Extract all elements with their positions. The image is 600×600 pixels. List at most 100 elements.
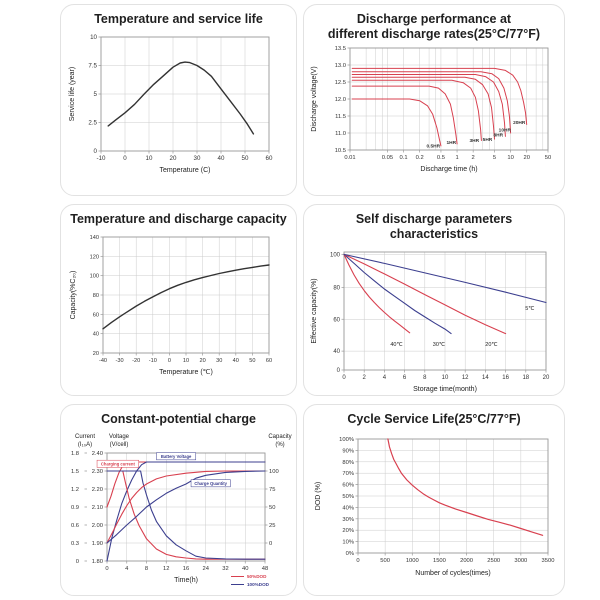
chart-title-constant-potential-charge: Constant-potential charge [101,412,256,426]
svg-text:0.01: 0.01 [344,155,355,161]
svg-text:0.3: 0.3 [71,541,79,547]
svg-text:4: 4 [125,566,129,572]
svg-text:100%DOD: 100%DOD [247,582,270,587]
chart-card-temperature-service-life: Temperature and service life -10 0 10 20 30 4… [60,4,297,196]
svg-text:Charging current: Charging current [101,461,136,466]
svg-text:60%: 60% [342,483,354,489]
svg-text:Temperature (℃): Temperature (℃) [159,369,213,376]
svg-text:1HR: 1HR [446,140,456,146]
svg-text:11.0: 11.0 [335,131,346,137]
svg-text:0: 0 [76,559,79,565]
svg-text:60: 60 [333,317,340,323]
svg-text:0: 0 [342,375,346,381]
chart-title-cycle-service-life: Cycle Service Life(25°C/77°F) [347,412,521,426]
svg-text:Number of cycles(times): Number of cycles(times) [415,570,490,577]
svg-text:5HR: 5HR [483,137,493,143]
svg-text:1.90: 1.90 [92,541,103,547]
svg-text:1: 1 [455,155,458,161]
svg-text:7.5: 7.5 [88,63,97,70]
svg-text:40: 40 [242,566,248,572]
svg-text:100: 100 [269,469,279,475]
chart-card-cycle-service-life: Cycle Service Life(25°C/77°F) 0 500 1000 15… [303,404,565,596]
svg-text:(I₁₀A): (I₁₀A) [78,442,92,448]
svg-text:2.40: 2.40 [92,451,103,457]
svg-text:8: 8 [145,566,148,572]
svg-text:Service life (year): Service life (year) [69,67,76,121]
chart-card-constant-potential-charge: Constant-potential charge 0 4 8 12 16 24 32 40 4… [60,404,297,596]
chart-card-temperature-discharge-capacity: Temperature and discharge capacity -40 -3… [60,204,297,396]
svg-text:0: 0 [168,358,171,364]
svg-text:5: 5 [493,155,496,161]
svg-text:2.5: 2.5 [88,120,97,127]
svg-text:-10: -10 [97,155,107,162]
svg-text:60: 60 [266,358,272,364]
svg-text:2: 2 [363,375,367,381]
chart-title-discharge-performance: Discharge performance at different disch… [327,12,541,41]
chart-title-self-discharge: Self discharge parameters characteristic… [355,212,513,241]
svg-text:10: 10 [90,34,97,41]
svg-text:5℃: 5℃ [525,306,535,312]
chart-canvas-self-discharge: 0 2 4 6 8 10 12 14 16 18 20 0 40 60 80 100 40℃ 30℃ 20℃ 5℃ St… [311,251,550,393]
svg-text:40: 40 [233,358,239,364]
svg-text:2.30: 2.30 [92,469,103,475]
svg-text:10: 10 [442,375,449,381]
svg-text:1.2: 1.2 [71,487,79,493]
svg-text:25: 25 [269,523,275,529]
svg-text:3HR: 3HR [470,138,480,144]
svg-text:Temperature (C): Temperature (C) [160,167,211,174]
svg-text:0.1: 0.1 [399,155,407,161]
svg-text:12.0: 12.0 [335,97,346,103]
svg-text:2.00: 2.00 [92,523,103,529]
svg-text:50%: 50% [342,494,354,500]
svg-text:90%: 90% [342,448,354,454]
svg-text:30%: 30% [342,517,354,523]
svg-text:13.5: 13.5 [335,46,346,52]
svg-text:70%: 70% [342,471,354,477]
svg-text:20: 20 [543,375,550,381]
svg-text:100: 100 [90,274,99,280]
svg-text:Storage time(month): Storage time(month) [413,386,477,393]
svg-text:50: 50 [545,155,551,161]
svg-text:0.2: 0.2 [416,155,424,161]
svg-text:0.6: 0.6 [71,523,79,529]
svg-text:0: 0 [269,541,272,547]
svg-text:(V/cell): (V/cell) [110,442,129,448]
svg-text:Capacity(%C₂₀): Capacity(%C₂₀) [70,271,77,320]
svg-text:Capacity: Capacity [268,434,291,440]
svg-text:20℃: 20℃ [485,342,498,348]
svg-text:Current: Current [75,434,95,440]
svg-text:1000: 1000 [406,558,419,564]
svg-text:-40: -40 [99,358,107,364]
svg-text:12: 12 [462,375,469,381]
chart-canvas-temperature-discharge-capacity: -40 -30 -20 -10 0 10 20 30 40 50 60 20 40 60 80 100 120 1… [70,235,272,376]
svg-text:4: 4 [383,375,387,381]
svg-text:1.80: 1.80 [92,559,103,565]
svg-text:16: 16 [502,375,509,381]
svg-text:50: 50 [269,505,275,511]
svg-text:30℃: 30℃ [433,342,446,348]
svg-text:2500: 2500 [487,558,500,564]
chart-canvas-cycle-service-life: 0 500 1000 1500 2000 2500 3000 3500 0% 10% 20% 30% 4… [315,437,554,577]
svg-text:20HR: 20HR [513,120,526,126]
svg-text:50: 50 [242,155,249,162]
svg-text:0: 0 [105,566,108,572]
svg-text:Charge Quantity: Charge Quantity [194,481,227,486]
svg-text:Time(h): Time(h) [174,577,198,584]
svg-text:8: 8 [423,375,427,381]
svg-text:0: 0 [356,558,359,564]
svg-text:2.20: 2.20 [92,487,103,493]
svg-text:11.5: 11.5 [335,114,346,120]
svg-text:12.5: 12.5 [335,80,346,86]
svg-text:40: 40 [333,349,340,355]
svg-text:10: 10 [507,155,513,161]
svg-text:0: 0 [337,368,341,374]
svg-text:14: 14 [482,375,489,381]
chart-canvas-constant-potential-charge: 0 4 8 12 16 24 32 40 481.801.902.002.102.202.302… [71,434,292,587]
svg-text:(%): (%) [275,442,284,448]
svg-text:0.5HR: 0.5HR [427,144,441,150]
svg-text:30: 30 [194,155,201,162]
svg-text:2000: 2000 [460,558,473,564]
svg-text:0.05: 0.05 [382,155,393,161]
svg-text:5: 5 [94,91,98,98]
